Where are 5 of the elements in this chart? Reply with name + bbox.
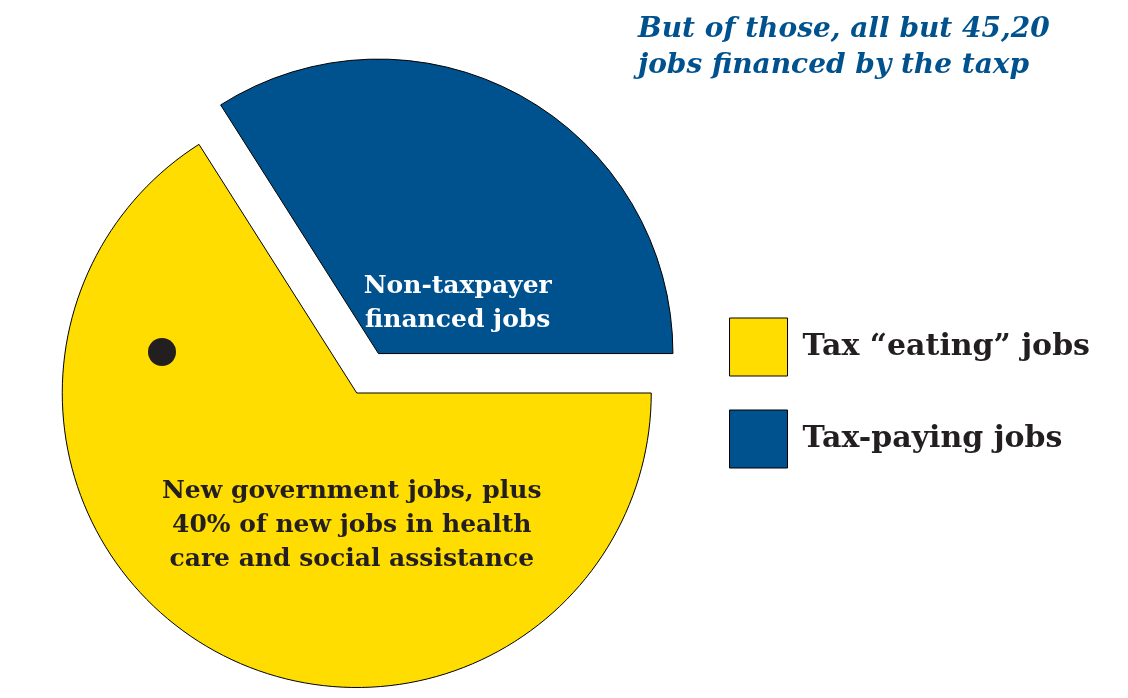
legend-label: Tax-paying jobs bbox=[802, 418, 1063, 454]
text: But of those, all but 45,20 jobs financed by the taxp bbox=[633, 11, 1051, 81]
legend-label: Tax “eating” jobs bbox=[802, 326, 1091, 362]
text: Non-taxpayer financed jobs bbox=[363, 270, 553, 334]
text: New government jobs, plus 40% of new jobs in health care and social assistance bbox=[161, 475, 542, 573]
